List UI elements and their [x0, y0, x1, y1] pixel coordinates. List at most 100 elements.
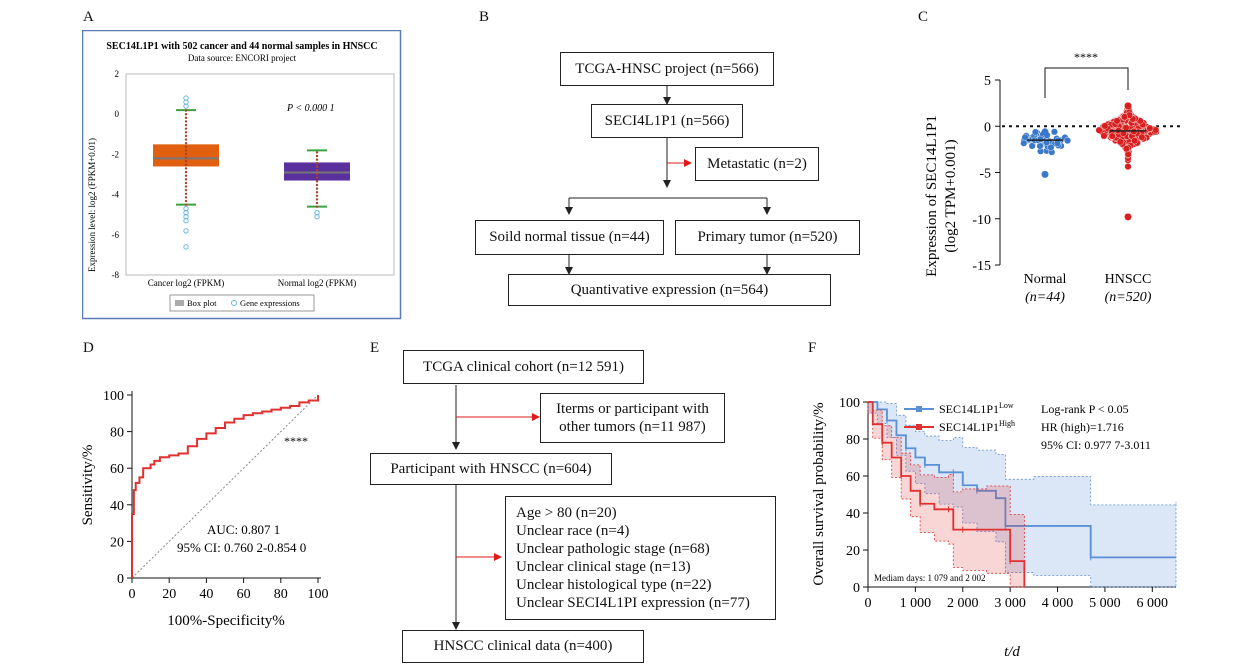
x-tick-label: 20 [162, 587, 176, 602]
y-tick-label: 2 [115, 69, 120, 79]
panel-c-group-hnscc-n: (n=520) [1105, 290, 1152, 305]
data-point [315, 151, 319, 154]
data-point [1041, 170, 1049, 178]
e-box-other-line2: other tumors (n=11 987) [559, 419, 706, 435]
data-point [184, 109, 188, 112]
data-point [184, 174, 188, 177]
panel-a-pvalue: P < 0.000 1 [286, 103, 335, 114]
panel-a-ylabel: Expression level: log2 (FPKM+0.01) [87, 138, 97, 272]
outlier-point [183, 244, 189, 250]
data-point [184, 141, 188, 145]
b-box-quant: Quantivative expression (n=564) [508, 274, 831, 306]
exclusion-item: Unclear SECI4L1PI expression (n=77) [516, 595, 750, 611]
data-point [184, 127, 188, 130]
confidence-band [867, 401, 1025, 588]
panel-e-arrows [452, 385, 540, 630]
b-box-normal: Soild normal tissue (n=44) [475, 220, 664, 255]
panel-label-c: C [918, 9, 929, 25]
data-point [184, 192, 188, 195]
outlier-point [183, 218, 189, 224]
x-tick-label: 6 000 [1137, 596, 1169, 611]
x-tick-label: 2 000 [947, 596, 979, 611]
data-point [1041, 128, 1049, 136]
data-point [1101, 122, 1109, 130]
panel-a-subtitle: Data source: ENCORI project [188, 53, 297, 63]
panel-f-stat-logrank: Log-rank P < 0.05 [1041, 402, 1129, 416]
data-point [1028, 142, 1036, 150]
y-tick-label: -10 [972, 213, 991, 228]
data-point [315, 172, 319, 176]
data-point [1124, 213, 1132, 221]
data-point [1152, 126, 1160, 134]
data-point [1020, 139, 1028, 147]
data-point [1124, 102, 1132, 110]
e-box-other: Iterms or participant with other tumors … [540, 393, 725, 443]
panel-c-significance: **** [1074, 50, 1098, 64]
panel-f-legend-high: SEC14L1P1High [939, 419, 1015, 434]
data-point [1124, 163, 1132, 171]
data-point [184, 160, 188, 163]
x-tick-label: 40 [199, 587, 213, 602]
panel-d-xlabel: 100%-Specificity% [167, 613, 284, 629]
data-point [1031, 128, 1039, 136]
data-point [184, 188, 188, 192]
exclusion-item: Unclear pathologic stage (n=68) [516, 541, 710, 557]
data-point [184, 113, 188, 116]
panel-c-ylabel-1: Expression of SEC14L1P1 [924, 115, 940, 277]
data-point [315, 190, 319, 194]
data-point [184, 199, 188, 203]
e-box-exclusions: Age > 80 (n=20) Unclear race (n=4) Uncle… [505, 496, 776, 620]
data-point [184, 156, 188, 159]
data-point [184, 185, 188, 188]
confidence-band [867, 401, 1177, 588]
data-point [1050, 128, 1058, 136]
y-tick-label: -6 [112, 230, 120, 240]
x-tick-label: 0 [865, 596, 872, 611]
panel-label-d: D [83, 340, 94, 356]
data-point [184, 181, 188, 185]
b-box-metastatic: Metastatic (n=2) [695, 147, 819, 181]
e-box-participant: Participant with HNSCC (n=604) [370, 453, 612, 485]
y-tick-label: -15 [972, 259, 991, 274]
data-point [315, 180, 319, 183]
x-tick-label: 0 [129, 587, 136, 602]
y-tick-label: 0 [853, 581, 860, 596]
data-point [1095, 126, 1103, 134]
data-point [184, 167, 188, 170]
y-tick-label: -8 [112, 270, 120, 280]
y-tick-label: 0 [984, 120, 991, 135]
survival-curve [868, 401, 1176, 559]
data-point [315, 198, 319, 201]
panel-f-stat-hr: HR (high)=1.716 [1041, 420, 1124, 434]
panel-label-f: F [808, 340, 817, 356]
roc-curve [131, 395, 319, 578]
y-tick-label: -4 [112, 190, 120, 200]
data-point [1116, 138, 1124, 146]
panel-d-ci: 95% CI: 0.760 2-0.854 0 [177, 540, 306, 555]
data-point [184, 149, 188, 152]
panel-a-legend-box: Box plot [187, 298, 217, 308]
data-point [184, 123, 188, 127]
x-tick-label: 4 000 [1042, 596, 1074, 611]
survival-curve [868, 401, 1026, 587]
x-tick-label: 60 [237, 587, 251, 602]
x-tick-label: Normal log2 (FPKM) [278, 278, 357, 288]
y-tick-label: 5 [984, 74, 991, 89]
data-point [1053, 139, 1061, 147]
exclusion-item: Age > 80 (n=20) [516, 505, 617, 521]
e-box-final: HNSCC clinical data (n=400) [402, 630, 644, 663]
data-point [1130, 128, 1138, 136]
data-point [315, 158, 319, 161]
panel-d-chart: Sensitivity/% 0 20 40 60 80 100 0 20 40 60 80 100 *… [80, 389, 329, 629]
data-point [184, 145, 188, 148]
data-point [1037, 135, 1045, 143]
data-point [1036, 142, 1044, 150]
panel-f-xlabel: t/d [1004, 644, 1020, 660]
data-point [315, 169, 319, 172]
x-tick-label: Cancer log2 (FPKM) [148, 278, 225, 288]
data-point [184, 178, 188, 181]
y-tick-label: 0 [117, 572, 124, 587]
data-point [184, 170, 188, 174]
data-point [1100, 132, 1108, 140]
panel-c-chart: Expression of SEC14L1P1 (log2 TPM+0.001)… [924, 50, 1182, 305]
